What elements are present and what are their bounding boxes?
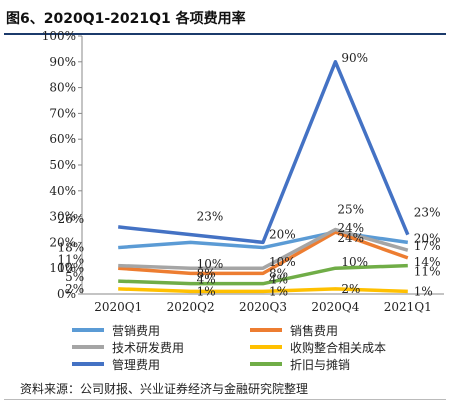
data-label: 2%: [341, 282, 360, 296]
series-line: [118, 230, 409, 276]
x-tick-label: 2020Q1: [94, 300, 142, 314]
legend-label: 折旧与摊销: [290, 357, 350, 372]
source-note: 资料来源：公司财报、兴业证券经济与金融研究院整理: [20, 382, 309, 396]
legend-label: 营销费用: [112, 324, 160, 338]
data-label: 11%: [414, 265, 441, 279]
data-label: 8%: [197, 266, 216, 280]
y-tick-label: 10%: [49, 261, 76, 275]
bottom-divider: [4, 399, 446, 400]
data-label: 5%: [65, 270, 84, 284]
legend-label: 管理费用: [112, 357, 160, 372]
y-tick-label: 30%: [49, 210, 76, 224]
page-title: 图6、2020Q1-2021Q1 各项费用率: [6, 11, 246, 27]
data-label: 10%: [197, 257, 224, 271]
data-label: 10%: [341, 255, 368, 269]
axes: 0% 10% 20% 30% 40% 50% 60% 70% 80% 90% 100% 2020Q1 2…: [42, 29, 444, 314]
x-tick-label: 2021Q1: [384, 300, 432, 314]
data-label: 20%: [269, 227, 296, 241]
series-line: [118, 263, 408, 286]
series-line: [118, 227, 409, 270]
data-labels: 18%24%20%10% 8% 8%24%14%11% 10% 10%25%17%2% 1…: [58, 51, 441, 299]
data-label: 20%: [414, 231, 441, 245]
data-label: 10%: [58, 261, 85, 275]
x-tick-label: 2020Q4: [311, 300, 359, 314]
x-tick-label: 2020Q3: [239, 300, 287, 314]
data-label: 10%: [269, 255, 296, 269]
data-label: 11%: [58, 253, 85, 267]
data-label: 26%: [58, 212, 85, 226]
data-label: 18%: [58, 241, 85, 255]
data-label: 1%: [414, 284, 433, 298]
data-label: 23%: [197, 210, 224, 224]
y-tick-label: 0%: [57, 287, 76, 301]
y-tick-label: 70%: [49, 106, 76, 120]
y-tick-label: 100%: [42, 29, 76, 43]
data-label: 25%: [337, 203, 364, 217]
data-label: 24%: [337, 231, 364, 245]
legend-label: 技术研发费用: [112, 340, 184, 355]
series-line: [118, 60, 410, 245]
data-label: 23%: [414, 206, 441, 220]
data-label: 4%: [269, 273, 288, 287]
y-tick-label: 90%: [49, 55, 76, 69]
x-tick-label: 2020Q2: [167, 300, 215, 314]
data-label: 8%: [269, 266, 288, 280]
data-label: 1%: [197, 284, 216, 298]
data-label: 1%: [269, 284, 288, 298]
data-label: 17%: [414, 239, 441, 253]
y-tick-label: 40%: [49, 184, 76, 198]
data-label: 24%: [337, 221, 364, 235]
y-tick-label: 20%: [49, 235, 76, 249]
data-label: 90%: [341, 51, 368, 65]
y-tick-label: 60%: [49, 132, 76, 146]
series-line: [118, 287, 408, 294]
title-divider: [4, 33, 446, 35]
data-label: 4%: [197, 273, 216, 287]
legend-label: 销售费用: [290, 323, 338, 338]
y-tick-label: 80%: [49, 81, 76, 95]
data-label: 14%: [414, 255, 441, 269]
y-tick-label: 50%: [49, 158, 76, 172]
legend-label: 收购整合相关成本: [290, 340, 386, 355]
data-label: 2%: [65, 282, 84, 296]
series-lines: [118, 60, 410, 294]
